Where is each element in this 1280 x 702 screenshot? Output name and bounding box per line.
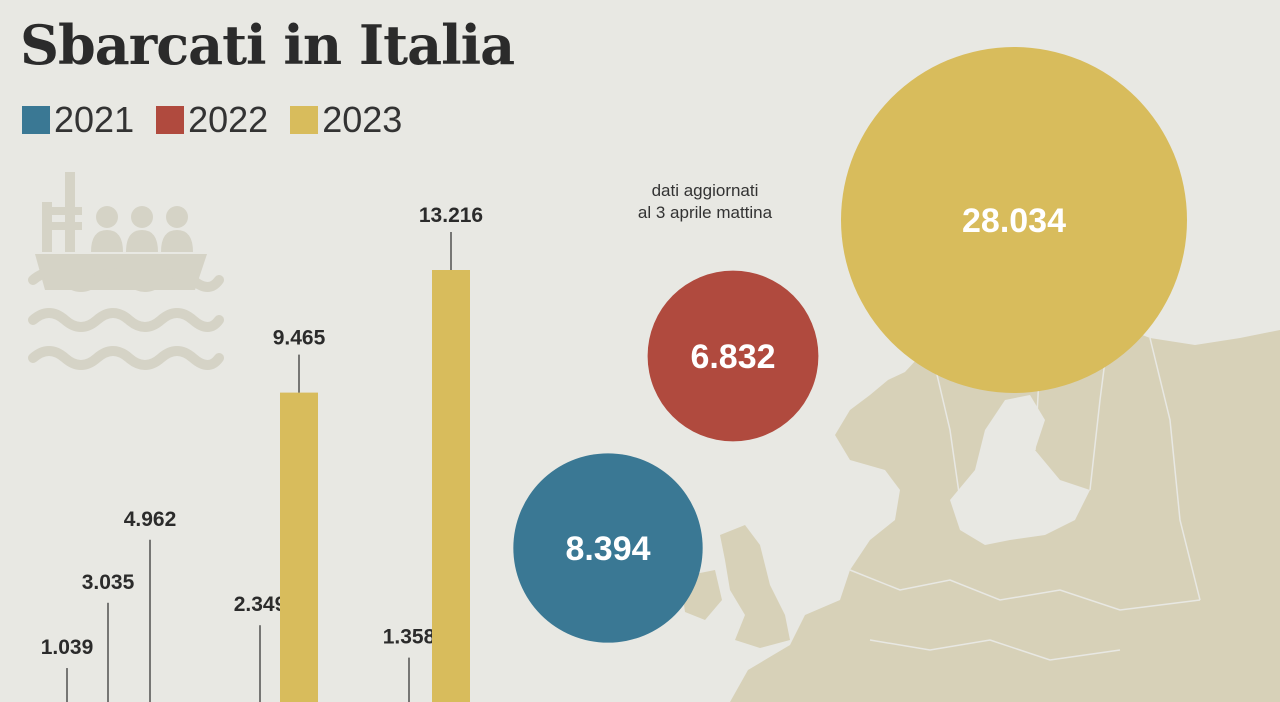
bubble-label-2021: 8.394 — [565, 530, 650, 568]
legend-swatch-2022 — [156, 106, 185, 134]
legend-label-2021: 2021 — [54, 99, 135, 140]
legend-swatch-2021 — [22, 106, 50, 134]
bubble-2023 — [841, 47, 1187, 393]
legend-item-2023: 2023 — [290, 102, 402, 138]
map-borders — [849, 295, 1201, 661]
data-note-line2: al 3 aprile mattina — [637, 203, 773, 222]
page-title: Sbarcati in Italia — [20, 13, 515, 77]
bubble-2021 — [513, 453, 703, 643]
bar-label-2023-group3: 13.216 — [419, 204, 483, 227]
bar-2023-group3 — [432, 270, 470, 702]
bar-label-2021-group1: 1.039 — [41, 636, 94, 659]
bar-label-2023-group2: 9.465 — [273, 327, 326, 350]
data-note: dati aggiornati al 3 aprile mattina — [600, 180, 810, 224]
data-note-line1: dati aggiornati — [651, 181, 759, 200]
bubble-2022 — [647, 270, 819, 442]
migrant-boat-icon — [28, 172, 224, 370]
map-baltic — [950, 395, 1090, 545]
bar-label-2022-group2: 2.349 — [234, 593, 287, 616]
legend-item-2022: 2022 — [156, 102, 268, 138]
map-britain — [720, 525, 790, 648]
bar-label-2022-group1: 3.035 — [82, 571, 135, 594]
legend-label-2022: 2022 — [188, 99, 269, 140]
legend: 2021 2022 2023 — [22, 102, 402, 138]
bar-label-2023-group1: 4.962 — [124, 508, 177, 531]
bar-2023-group2 — [280, 392, 318, 702]
bubble-label-2023: 28.034 — [962, 202, 1066, 240]
bar-label-2022-group3: 1.358 — [383, 626, 436, 649]
legend-item-2021: 2021 — [22, 102, 134, 138]
legend-label-2023: 2023 — [322, 99, 403, 140]
bubble-label-2022: 6.832 — [690, 338, 775, 376]
legend-swatch-2023 — [290, 106, 319, 134]
